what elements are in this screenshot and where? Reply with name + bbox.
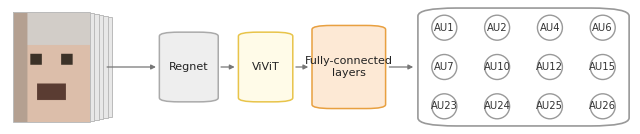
Ellipse shape — [432, 55, 457, 79]
Text: AU26: AU26 — [589, 101, 616, 111]
Text: AU1: AU1 — [434, 23, 454, 33]
FancyBboxPatch shape — [31, 16, 108, 118]
FancyBboxPatch shape — [239, 32, 293, 102]
Ellipse shape — [484, 55, 509, 79]
Ellipse shape — [538, 15, 563, 40]
Ellipse shape — [590, 94, 615, 119]
Text: ViViT: ViViT — [252, 62, 280, 72]
FancyBboxPatch shape — [35, 17, 112, 117]
Text: AU12: AU12 — [536, 62, 563, 72]
Text: AU24: AU24 — [484, 101, 511, 111]
Text: Regnet: Regnet — [169, 62, 209, 72]
Text: Fully-connected
layers: Fully-connected layers — [305, 56, 393, 78]
Text: AU2: AU2 — [487, 23, 508, 33]
Ellipse shape — [590, 15, 615, 40]
Text: AU15: AU15 — [589, 62, 616, 72]
Ellipse shape — [590, 55, 615, 79]
Ellipse shape — [538, 55, 563, 79]
FancyBboxPatch shape — [312, 25, 385, 109]
FancyBboxPatch shape — [418, 8, 629, 126]
Text: AU6: AU6 — [593, 23, 613, 33]
FancyBboxPatch shape — [22, 14, 99, 120]
Ellipse shape — [538, 94, 563, 119]
Ellipse shape — [484, 94, 509, 119]
FancyBboxPatch shape — [17, 13, 94, 121]
Text: AU10: AU10 — [484, 62, 511, 72]
Ellipse shape — [432, 94, 457, 119]
Text: AU23: AU23 — [431, 101, 458, 111]
Text: AU4: AU4 — [540, 23, 560, 33]
Text: AU25: AU25 — [536, 101, 563, 111]
FancyBboxPatch shape — [159, 32, 218, 102]
FancyBboxPatch shape — [26, 15, 103, 119]
Ellipse shape — [484, 15, 509, 40]
Ellipse shape — [432, 15, 457, 40]
Text: AU7: AU7 — [434, 62, 454, 72]
